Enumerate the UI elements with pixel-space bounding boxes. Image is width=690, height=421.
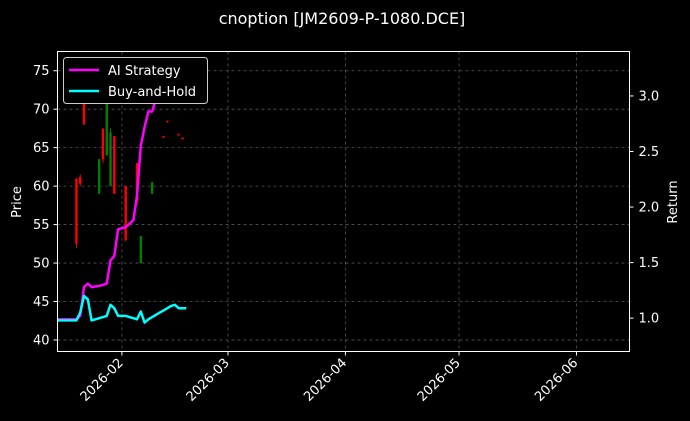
candle-body <box>109 132 112 187</box>
plot-frame <box>57 51 630 352</box>
candle-body <box>162 136 165 138</box>
candle-body <box>124 186 127 240</box>
y-right-tick-label: 2.0 <box>639 201 660 216</box>
y-left-tick-label: 75 <box>33 64 50 79</box>
y-left-tick-label: 40 <box>33 333 50 348</box>
legend-label-ai-strategy: AI Strategy <box>108 64 181 79</box>
candle-body <box>75 178 78 244</box>
y-left-tick-label: 70 <box>33 103 50 118</box>
y-axis-label-right: Return <box>666 180 681 223</box>
candle-body <box>97 159 101 194</box>
ticks-layer: 40 45 50 55 60 65 70 75 1.0 1.5 2.0 2.5 3.0 2026-02 20… <box>33 64 659 405</box>
y-left-tick-label: 60 <box>33 180 50 195</box>
candle-body <box>139 236 143 264</box>
y-right-tick-label: 2.5 <box>639 145 660 160</box>
series-line-ai-strategy <box>57 78 165 321</box>
grid-layer <box>57 51 630 352</box>
y-left-tick-label: 65 <box>33 141 50 156</box>
legend-label-buy-and-hold: Buy-and-Hold <box>108 85 196 100</box>
candle-body <box>101 128 105 160</box>
y-right-tick-label: 1.5 <box>639 256 660 271</box>
y-left-tick-label: 55 <box>33 218 50 233</box>
x-tick-label: 2026-02 <box>78 356 127 405</box>
legend-box <box>63 57 208 104</box>
x-tick-label: 2026-04 <box>301 356 350 405</box>
series-layer <box>57 78 187 324</box>
candle-body <box>79 176 82 184</box>
chart-title: cnoption [JM2609-P-1080.DCE] <box>219 9 466 28</box>
y-left-tick-label: 50 <box>33 257 50 272</box>
y-right-tick-label: 3.0 <box>639 89 660 104</box>
series-line-buy-and-hold <box>57 294 187 324</box>
candle-body <box>151 182 154 194</box>
x-tick-label: 2026-06 <box>532 356 581 405</box>
candle-body <box>113 136 116 194</box>
candle-body <box>166 120 169 123</box>
x-tick-label: 2026-03 <box>184 356 233 405</box>
candle-body <box>181 137 184 140</box>
candle-body <box>105 101 108 156</box>
y-axis-label-left: Price <box>10 186 25 218</box>
y-left-tick-label: 45 <box>33 295 50 310</box>
legend: AI Strategy Buy-and-Hold <box>63 57 208 104</box>
candle-body <box>177 133 180 136</box>
y-right-tick-label: 1.0 <box>639 312 660 327</box>
x-tick-label: 2026-05 <box>415 356 464 405</box>
